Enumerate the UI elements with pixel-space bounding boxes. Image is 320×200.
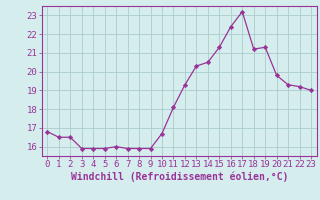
X-axis label: Windchill (Refroidissement éolien,°C): Windchill (Refroidissement éolien,°C) (70, 172, 288, 182)
